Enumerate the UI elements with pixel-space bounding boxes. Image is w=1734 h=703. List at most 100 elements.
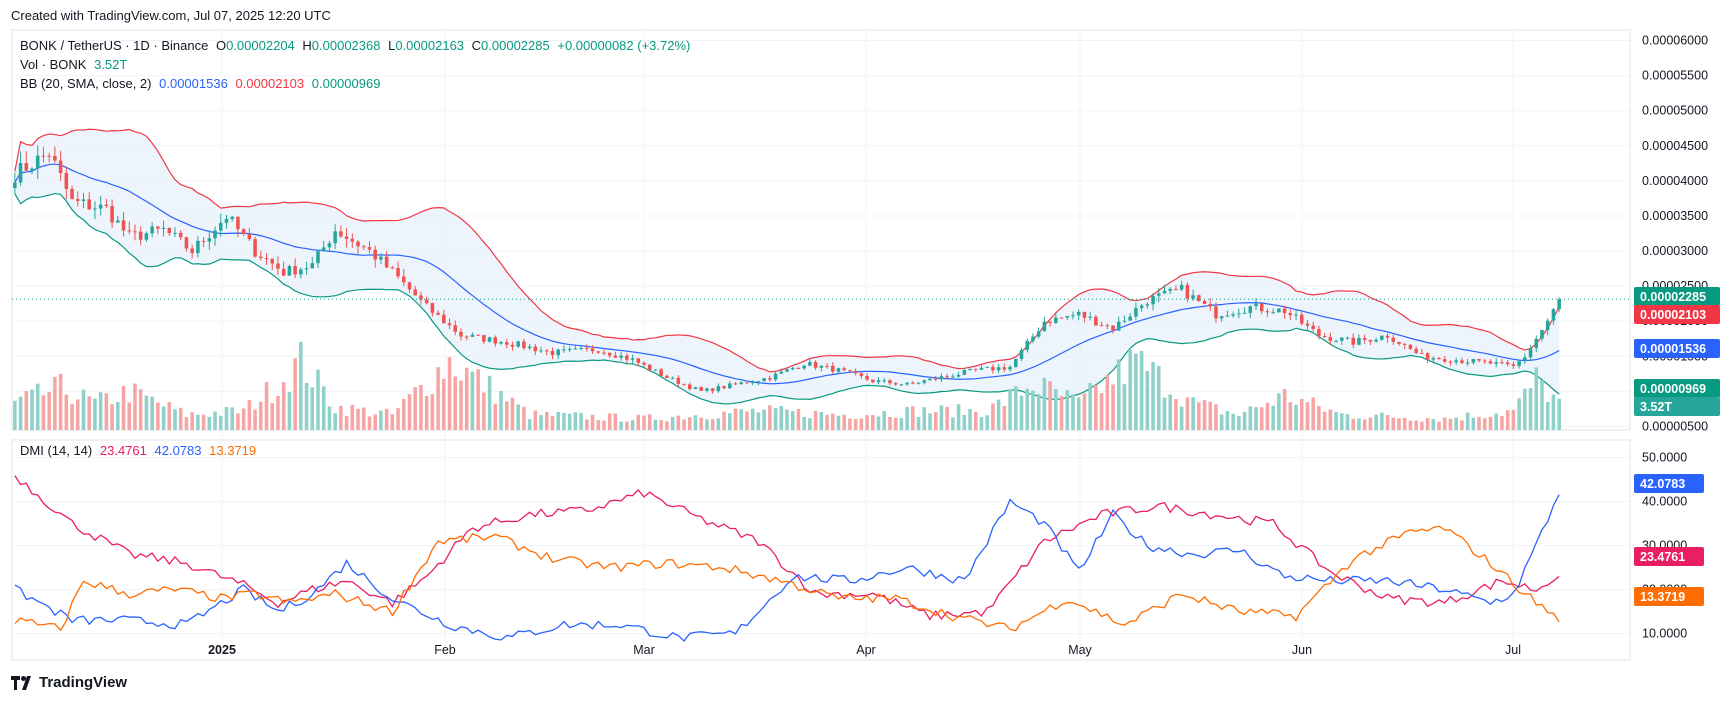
dmi-tick-label: 50.0000 bbox=[1642, 451, 1687, 465]
volume-bar bbox=[1014, 386, 1018, 430]
volume-bar bbox=[81, 389, 86, 430]
volume-bar bbox=[933, 412, 938, 430]
candle-body bbox=[728, 383, 732, 389]
candle-body bbox=[722, 386, 726, 389]
candle-body bbox=[304, 268, 309, 270]
candle-body bbox=[836, 368, 841, 372]
volume-bar bbox=[962, 414, 967, 430]
volume-bar bbox=[310, 387, 315, 430]
volume-bar bbox=[665, 421, 669, 430]
candle-body bbox=[470, 334, 475, 337]
volume-bar bbox=[207, 416, 212, 430]
volume-bar bbox=[1134, 353, 1138, 430]
volume-bar bbox=[848, 418, 852, 430]
candle-body bbox=[344, 236, 349, 239]
candle-body bbox=[436, 312, 440, 315]
candle-body bbox=[1116, 321, 1121, 331]
candle-body bbox=[1271, 312, 1275, 314]
candle-body bbox=[693, 387, 698, 389]
candle-body bbox=[1305, 323, 1310, 326]
volume-bar bbox=[510, 397, 515, 430]
volume-bar bbox=[1031, 390, 1035, 430]
price-tag-label: 3.52T bbox=[1640, 400, 1672, 414]
adx-line bbox=[14, 525, 1560, 632]
candle-body bbox=[321, 247, 326, 252]
candle-body bbox=[545, 350, 549, 352]
price-tick-label: 0.00003000 bbox=[1642, 244, 1708, 258]
dmi-label: DMI (14, 14) bbox=[20, 443, 93, 458]
volume-bar bbox=[888, 417, 892, 430]
volume-bar bbox=[899, 418, 904, 430]
volume-bar bbox=[1362, 419, 1367, 430]
candle-body bbox=[13, 182, 17, 189]
volume-bar bbox=[356, 408, 360, 430]
candle-body bbox=[493, 337, 498, 344]
tradingview-logo[interactable]: TradingView bbox=[11, 674, 127, 691]
candle-body bbox=[173, 232, 177, 234]
candle-body bbox=[1362, 338, 1367, 340]
candle-body bbox=[367, 247, 372, 250]
volume-bar bbox=[213, 411, 217, 430]
volume-bar bbox=[1465, 412, 1470, 430]
dmi-tag-label: 23.4761 bbox=[1640, 550, 1685, 564]
candle-body bbox=[70, 188, 74, 200]
candle-body bbox=[562, 349, 566, 351]
volume-bar bbox=[1008, 389, 1012, 430]
volume-bar bbox=[110, 404, 114, 430]
candle-body bbox=[1534, 338, 1539, 349]
close-label: C bbox=[471, 38, 482, 53]
volume-bar bbox=[1380, 412, 1384, 430]
volume-bar bbox=[41, 395, 46, 430]
candle-body bbox=[1031, 336, 1035, 341]
dmi-lines bbox=[14, 475, 1560, 643]
candle-body bbox=[682, 383, 686, 385]
candle-body bbox=[1340, 337, 1344, 341]
bb-label: BB (20, SMA, close, 2) bbox=[20, 76, 152, 91]
volume-bar bbox=[150, 396, 154, 430]
candle-body bbox=[196, 240, 200, 254]
volume-bar bbox=[1391, 417, 1396, 430]
candle-body bbox=[156, 226, 160, 229]
created-with-text: Created with TradingView.com, Jul 07, 20… bbox=[11, 8, 331, 23]
volume-bar bbox=[1248, 406, 1253, 430]
volume-bar bbox=[459, 380, 463, 430]
volume-bar bbox=[1225, 411, 1230, 430]
volume-bar bbox=[121, 386, 126, 430]
candle-body bbox=[539, 350, 543, 352]
candle-body bbox=[419, 295, 423, 300]
x-tick-label: Jul bbox=[1505, 643, 1521, 657]
candle-body bbox=[756, 381, 761, 383]
candle-body bbox=[350, 238, 355, 242]
candle-body bbox=[1151, 295, 1155, 305]
candle-body bbox=[659, 369, 663, 376]
candle-body bbox=[1191, 295, 1195, 299]
volume-bar bbox=[1540, 380, 1544, 430]
volume-bar bbox=[939, 405, 944, 430]
dmi-plus-value: 42.0783 bbox=[154, 443, 202, 458]
volume-bar bbox=[1071, 394, 1075, 430]
candle-body bbox=[1528, 348, 1533, 358]
candle-body bbox=[1008, 366, 1012, 370]
bb-fill bbox=[14, 129, 1560, 404]
volume-legend: Vol · BONK 3.52T bbox=[20, 57, 131, 72]
volume-bar bbox=[865, 415, 869, 430]
candle-body bbox=[316, 251, 320, 264]
price-tag bbox=[1634, 379, 1720, 398]
candle-body bbox=[768, 378, 772, 380]
candle-body bbox=[1105, 325, 1110, 327]
candle-body bbox=[1139, 305, 1144, 309]
candle-body bbox=[379, 256, 383, 260]
volume-bar bbox=[24, 391, 29, 430]
volume-bar bbox=[1099, 393, 1104, 430]
volume-bar bbox=[1231, 413, 1235, 430]
volume-bar bbox=[1259, 407, 1264, 430]
candle-body bbox=[1357, 338, 1361, 345]
candle-body bbox=[865, 376, 869, 380]
volume-bar bbox=[991, 403, 995, 430]
candle-body bbox=[339, 231, 343, 237]
volume-bar bbox=[1254, 407, 1258, 430]
volume-bar bbox=[1277, 393, 1281, 430]
volume-bar bbox=[1002, 405, 1007, 430]
volume-bar bbox=[1420, 421, 1424, 430]
